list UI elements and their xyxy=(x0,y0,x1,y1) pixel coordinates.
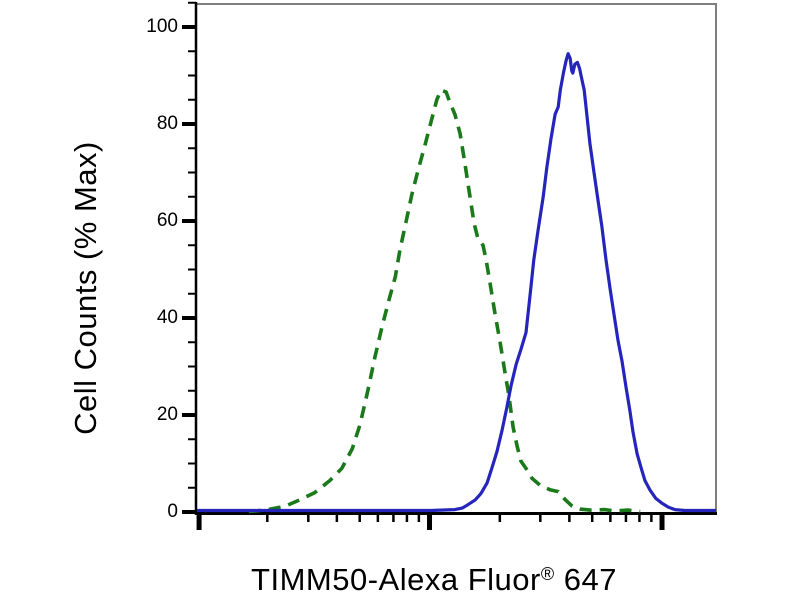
x-minor-tick xyxy=(539,513,542,522)
y-minor-tick xyxy=(188,389,196,392)
x-minor-tick xyxy=(307,513,310,522)
y-minor-tick xyxy=(188,50,196,53)
y-minor-tick xyxy=(188,147,196,150)
y-major-tick xyxy=(182,219,196,223)
y-tick-label: 0 xyxy=(167,501,178,522)
x-minor-tick xyxy=(568,513,571,522)
x-major-tick xyxy=(196,513,202,530)
y-minor-tick xyxy=(188,486,196,489)
y-axis-title: Cell Counts (% Max) xyxy=(68,141,103,435)
y-major-tick xyxy=(182,510,196,514)
x-axis-title-suffix: 647 xyxy=(554,562,617,597)
timm50-stained-histogram-curve xyxy=(197,52,716,513)
x-minor-tick xyxy=(638,513,641,522)
y-minor-tick xyxy=(188,171,196,174)
y-minor-tick xyxy=(188,462,196,465)
y-minor-tick xyxy=(188,365,196,368)
x-axis-title-main: TIMM50-Alexa Fluor xyxy=(251,562,541,597)
y-minor-tick xyxy=(188,74,196,77)
y-tick-label: 80 xyxy=(156,113,178,134)
y-minor-tick xyxy=(188,292,196,295)
x-minor-tick xyxy=(609,513,612,522)
registered-trademark-symbol: ® xyxy=(540,564,555,584)
y-minor-tick xyxy=(188,438,196,441)
x-minor-tick xyxy=(624,513,628,522)
y-tick-label: 60 xyxy=(156,210,178,231)
x-minor-tick xyxy=(417,513,421,522)
x-minor-tick xyxy=(376,513,380,522)
y-major-tick xyxy=(182,413,196,417)
y-minor-tick xyxy=(188,268,196,271)
x-minor-tick xyxy=(405,513,409,522)
y-minor-tick xyxy=(188,98,196,101)
x-minor-tick xyxy=(266,513,269,522)
y-tick-label: 20 xyxy=(156,404,178,425)
y-minor-tick xyxy=(188,244,196,247)
y-minor-tick xyxy=(188,195,196,198)
y-major-tick xyxy=(182,25,196,29)
y-minor-tick xyxy=(188,341,196,344)
x-minor-tick xyxy=(358,513,361,522)
y-major-tick xyxy=(182,316,196,320)
x-major-tick xyxy=(659,513,665,530)
x-axis-title: TIMM50-Alexa Fluor® 647 xyxy=(251,562,617,598)
y-minor-tick xyxy=(188,1,196,4)
y-tick-label: 100 xyxy=(146,16,178,37)
x-minor-tick xyxy=(650,513,653,522)
y-major-tick xyxy=(182,122,196,126)
x-minor-tick xyxy=(392,513,395,522)
x-minor-tick xyxy=(590,513,594,522)
x-minor-tick xyxy=(498,513,502,522)
negative-control-histogram-curve xyxy=(248,88,641,514)
y-tick-label: 40 xyxy=(156,307,178,328)
x-minor-tick xyxy=(335,513,339,522)
x-major-tick xyxy=(427,513,433,530)
